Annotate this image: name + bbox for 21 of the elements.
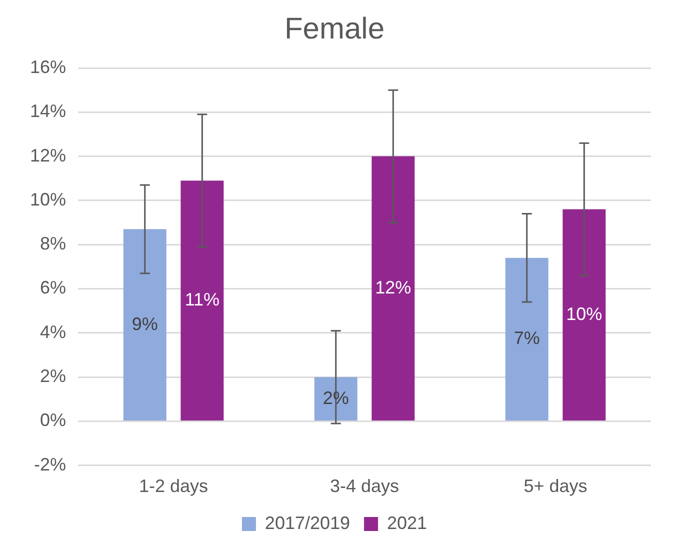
y-tick-label: -2% [34,454,66,474]
y-tick-label: 12% [30,145,66,166]
y-tick-label: 0% [40,410,66,430]
data-label: 7% [514,328,540,348]
x-tick-label: 1-2 days [139,476,208,496]
chart-title: Female [284,12,385,46]
y-tick-label: 14% [30,101,66,122]
data-label: 10% [566,304,602,324]
legend-label: 2017/2019 [264,512,350,533]
data-label: 12% [375,277,412,298]
y-tick-label: 2% [40,366,66,386]
y-tick-label: 4% [40,322,66,342]
y-tick-label: 16% [30,56,66,77]
y-tick-label: 8% [40,234,66,254]
y-tick-label: 6% [40,278,66,298]
data-label: 11% [184,290,220,310]
legend-label: 2021 [387,512,428,533]
x-tick-label: 5+ days [524,476,588,496]
data-label: 9% [132,314,158,334]
x-tick-label: 3-4 days [330,476,400,496]
y-tick-label: 10% [30,189,66,210]
